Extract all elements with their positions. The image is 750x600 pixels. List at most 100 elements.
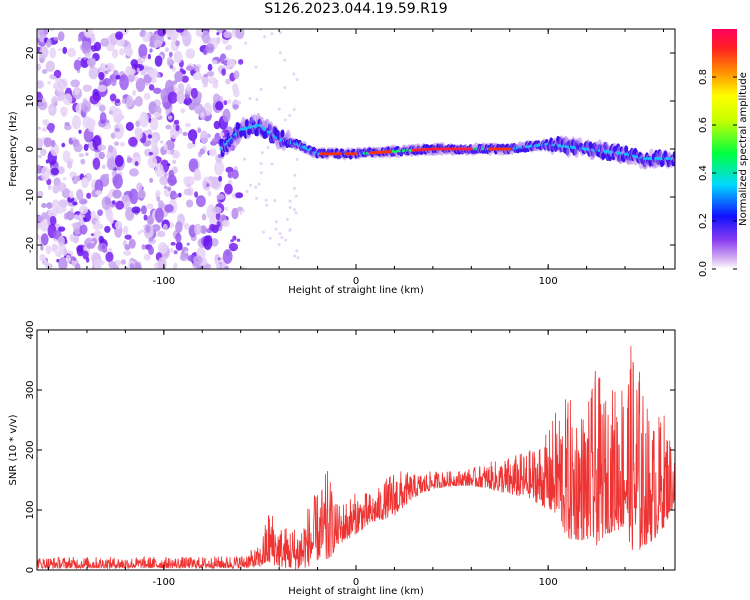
noise-blob [186, 242, 190, 246]
colorbar-gradient [712, 29, 737, 269]
noise-blob [97, 84, 107, 92]
noise-blob [148, 237, 154, 242]
noise-blob [208, 148, 217, 157]
noise-blob [226, 99, 232, 104]
noise-blob [153, 111, 161, 118]
noise-blob [77, 36, 82, 42]
noise-blob [148, 68, 159, 79]
noise-blob [208, 175, 215, 181]
noise-blob [236, 238, 241, 242]
noise-blob [98, 235, 105, 244]
noise-blob [72, 201, 78, 206]
noise-blob [69, 234, 74, 241]
noise-blob [225, 44, 233, 51]
noise-blob [41, 127, 48, 132]
noise-blob [37, 190, 44, 198]
noise-blob [40, 233, 49, 246]
noise-blob [215, 212, 221, 221]
noise-blob [94, 220, 101, 225]
noise-blob [99, 104, 106, 112]
noise-blob [201, 74, 209, 86]
noise-blob [79, 224, 88, 235]
noise-blob [224, 206, 228, 211]
noise-blob [128, 238, 136, 249]
noise-blob [194, 191, 199, 198]
noise-blob [51, 96, 59, 107]
x-tick-label: 0 [353, 276, 359, 287]
noise-blob [211, 138, 218, 143]
noise-blob [37, 233, 40, 240]
noise-blob [134, 96, 143, 107]
noise-blob [228, 242, 239, 252]
noise-blob [131, 206, 141, 214]
noise-blob [179, 254, 187, 261]
noise-blob [225, 78, 231, 85]
noise-blob [73, 214, 80, 220]
noise-blob [77, 56, 82, 60]
noise-blob [119, 48, 125, 56]
noise-blob [37, 164, 42, 174]
noise-blob [119, 74, 129, 91]
y-tick-label: 400 [25, 320, 36, 339]
noise-blob [90, 210, 96, 219]
noise-blob [215, 101, 224, 111]
noise-blob [51, 75, 57, 80]
noise-blob [82, 84, 92, 93]
noise-blob [136, 67, 140, 73]
noise-blob [261, 230, 265, 234]
noise-blob [233, 88, 240, 98]
noise-blob [124, 234, 132, 240]
noise-blob [221, 219, 230, 228]
noise-blob [45, 60, 56, 72]
y-tick-label: 300 [25, 380, 36, 399]
noise-blob [172, 29, 179, 40]
noise-blob [125, 95, 134, 108]
noise-blob [148, 246, 155, 255]
noise-blob [71, 137, 77, 141]
noise-blob [150, 146, 158, 152]
noise-blob [140, 229, 145, 233]
x-tick-label: 100 [539, 276, 558, 287]
x-axis-label: Height of straight line (km) [288, 586, 424, 597]
noise-blob [163, 143, 168, 151]
noise-blob [59, 78, 69, 90]
noise-blob [129, 168, 139, 177]
y-axis-label: SNR (10 * v/v) [8, 414, 19, 485]
noise-blob [231, 207, 239, 220]
noise-blob [157, 242, 168, 255]
noise-blob [112, 173, 123, 189]
noise-blob [57, 182, 67, 192]
noise-blob [98, 151, 105, 160]
noise-blob [159, 140, 164, 144]
noise-blob [296, 256, 300, 260]
noise-blob [283, 118, 287, 122]
x-tick-label: 100 [539, 577, 558, 588]
noise-blob [120, 141, 125, 147]
noise-blob [199, 225, 207, 234]
noise-blob [86, 242, 95, 249]
signal-core [672, 151, 675, 159]
noise-blob [223, 100, 228, 106]
signal-peak [506, 147, 512, 151]
noise-blob [42, 119, 47, 126]
noise-blob [45, 159, 49, 164]
noise-blob [102, 164, 106, 170]
noise-blob [85, 152, 89, 156]
noise-blob [141, 244, 146, 250]
noise-blob [39, 46, 49, 59]
snr-plot-area [37, 346, 675, 570]
noise-blob [274, 227, 278, 231]
noise-blob [93, 259, 103, 269]
noise-blob [259, 171, 263, 175]
noise-blob [277, 243, 281, 247]
noise-blob [137, 231, 141, 235]
noise-blob [86, 57, 97, 67]
noise-blob [165, 139, 175, 151]
noise-blob [88, 124, 95, 133]
noise-blob [130, 59, 139, 68]
noise-blob [149, 48, 153, 53]
noise-blob [194, 223, 202, 235]
noise-blob [136, 129, 143, 140]
noise-blob [184, 250, 188, 254]
noise-blob [60, 106, 68, 115]
